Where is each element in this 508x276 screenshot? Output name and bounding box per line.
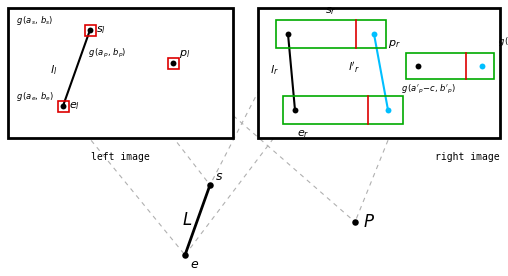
Point [370,32,378,36]
Text: $l_l$: $l_l$ [50,63,57,77]
Point [181,253,189,257]
Text: $e_r$: $e_r$ [297,128,309,140]
Text: $g\,(a_e,\,b_e)$: $g\,(a_e,\,b_e)$ [16,90,54,103]
Text: $g\,(a_s,\,b_s)$: $g\,(a_s,\,b_s)$ [16,14,53,27]
Bar [85,25,96,36]
Bar [258,8,500,138]
Text: $e$: $e$ [190,258,199,271]
Bar [276,20,386,48]
Text: $p_r$: $p_r$ [388,38,401,50]
Text: $g\,(a'_p{-}c,\,b'_p)$: $g\,(a'_p{-}c,\,b'_p)$ [401,83,456,96]
Point [291,108,299,112]
Text: $l_r$: $l_r$ [270,63,279,77]
Point [86,28,94,32]
Text: $g\,(a_p,\,b_p)$: $g\,(a_p,\,b_p)$ [88,47,126,60]
Bar [406,53,494,79]
Bar [168,58,179,69]
Text: right image: right image [435,152,500,162]
Text: $s_r$: $s_r$ [325,5,337,17]
Point [478,64,486,68]
Text: $l'_r$: $l'_r$ [348,61,360,75]
Text: $s$: $s$ [215,170,223,183]
Bar [8,8,233,138]
Point [384,108,392,112]
Text: $L$: $L$ [182,211,192,229]
Point [206,183,214,187]
Text: $p_l$: $p_l$ [179,48,190,60]
Text: $g\,(a'_p,\,b'_p)$: $g\,(a'_p,\,b'_p)$ [498,36,508,49]
Text: $P$: $P$ [363,213,375,231]
Bar [283,96,403,124]
Point [351,220,359,224]
Text: left image: left image [90,152,149,162]
Text: $s_l$: $s_l$ [96,24,106,36]
Text: $e_l$: $e_l$ [69,100,80,112]
Point [59,104,67,108]
Point [169,61,177,65]
Point [414,64,422,68]
Point [284,32,292,36]
Bar [58,101,69,112]
